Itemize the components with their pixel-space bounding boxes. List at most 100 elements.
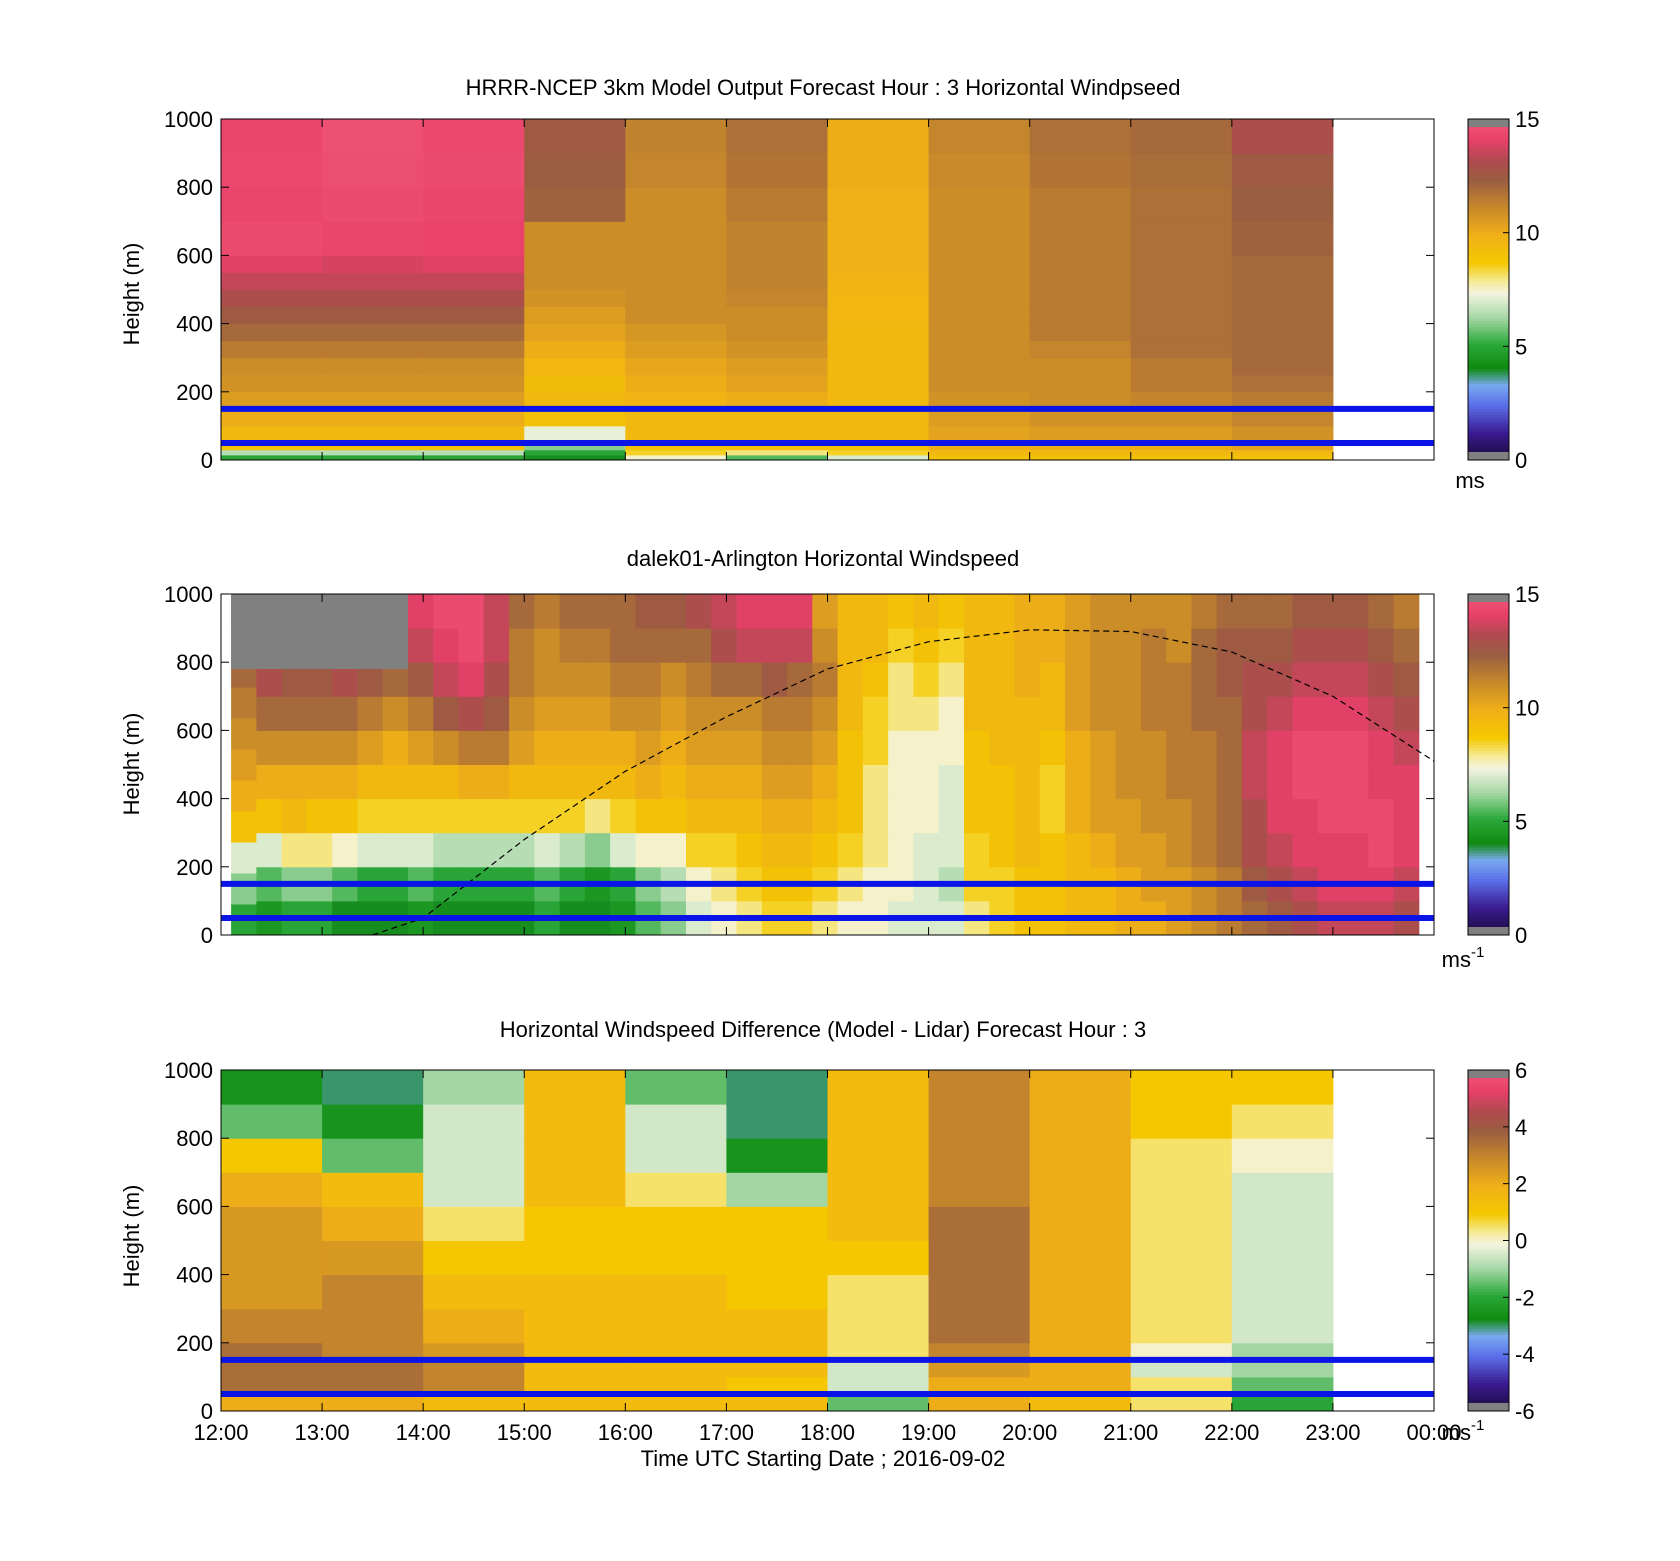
colorbar-swatch bbox=[1468, 1342, 1509, 1347]
colorbar-tick-label: 5 bbox=[1515, 809, 1527, 834]
heatmap-cell bbox=[726, 187, 828, 222]
colorbar-swatch bbox=[1468, 198, 1509, 202]
missing-data-region bbox=[231, 594, 409, 670]
colorbar-swatch bbox=[1468, 1089, 1509, 1094]
colorbar-swatch bbox=[1468, 827, 1509, 831]
heatmap-cell bbox=[1241, 662, 1268, 697]
heatmap-cell bbox=[610, 730, 636, 765]
heatmap-cell bbox=[423, 1376, 525, 1395]
colorbar-unit-label: ms bbox=[1455, 468, 1484, 493]
colorbar-swatch bbox=[1468, 238, 1509, 242]
heatmap-cell bbox=[989, 730, 1016, 765]
heatmap-cell bbox=[1292, 628, 1319, 663]
colorbar-swatch bbox=[1468, 1268, 1509, 1273]
colorbar-swatch bbox=[1468, 608, 1509, 612]
colorbar-swatch bbox=[1468, 346, 1509, 350]
heatmap-cell bbox=[1231, 119, 1334, 154]
colorbar-swatch bbox=[1468, 300, 1509, 305]
colorbar-swatch bbox=[1468, 889, 1509, 893]
heatmap-cell bbox=[827, 425, 930, 444]
heatmap-cell bbox=[221, 425, 323, 444]
heatmap-cell bbox=[928, 323, 1031, 342]
heatmap-cell bbox=[1231, 221, 1334, 256]
heatmap-cell bbox=[928, 391, 1031, 410]
heatmap-cell bbox=[660, 764, 687, 800]
heatmap-cell bbox=[332, 764, 358, 800]
heatmap-cell bbox=[1216, 662, 1243, 697]
heatmap-cell bbox=[1231, 1070, 1334, 1105]
colorbar-swatch bbox=[1468, 724, 1509, 729]
colorbar-swatch bbox=[1468, 915, 1509, 919]
colorbar-swatch bbox=[1468, 710, 1509, 714]
heatmap-cell bbox=[1140, 696, 1167, 731]
colorbar-swatch bbox=[1468, 909, 1509, 913]
heatmap-cell bbox=[726, 449, 828, 456]
heatmap-cell bbox=[1343, 764, 1369, 800]
heatmap-cell bbox=[1292, 832, 1319, 868]
heatmap-cell bbox=[1029, 1342, 1132, 1361]
heatmap-cell bbox=[989, 696, 1016, 731]
heatmap-cell bbox=[221, 187, 323, 222]
colorbar-swatch bbox=[1468, 684, 1509, 689]
heatmap-cell bbox=[913, 832, 940, 868]
heatmap-cell bbox=[913, 764, 940, 800]
heatmap-cell bbox=[322, 391, 424, 410]
heatmap-cell bbox=[423, 1206, 525, 1241]
colorbar-swatch bbox=[1468, 881, 1509, 885]
heatmap-cell bbox=[423, 391, 525, 410]
colorbar-swatch bbox=[1468, 696, 1509, 700]
heatmap-cell bbox=[1292, 730, 1319, 765]
heatmap-cell bbox=[1029, 340, 1132, 359]
x-tick-label: 12:00 bbox=[193, 1420, 248, 1445]
heatmap-cell bbox=[837, 798, 864, 834]
heatmap-cell bbox=[1014, 662, 1041, 697]
heatmap-cell bbox=[423, 289, 525, 308]
colorbar-swatch bbox=[1468, 232, 1509, 237]
heatmap-cell bbox=[726, 289, 828, 308]
heatmap-cell bbox=[423, 1240, 525, 1276]
heatmap-cell bbox=[1368, 798, 1395, 834]
heatmap-cell bbox=[1292, 662, 1319, 697]
heatmap-cell bbox=[1231, 454, 1334, 460]
y-tick-label: 600 bbox=[176, 718, 213, 743]
heatmap-area: 0 200 400 600 800 1000 bbox=[164, 582, 1435, 948]
colorbar-swatch bbox=[1468, 662, 1509, 666]
heatmap-cell bbox=[625, 306, 727, 325]
heatmap-cell bbox=[862, 764, 889, 800]
colorbar-swatch bbox=[1468, 1396, 1509, 1401]
colorbar-swatch bbox=[1468, 1234, 1509, 1239]
colorbar-swatch bbox=[1468, 602, 1509, 606]
heatmap-cell bbox=[231, 687, 257, 719]
colorbar-swatch bbox=[1468, 716, 1509, 720]
colorbar-swatch bbox=[1468, 224, 1509, 228]
colorbar-swatch bbox=[1468, 855, 1509, 859]
heatmap-cell bbox=[827, 1138, 930, 1173]
heatmap-cell bbox=[423, 323, 525, 342]
heatmap-cell bbox=[559, 662, 586, 697]
colorbar-swatch bbox=[1468, 1081, 1509, 1085]
colorbar-swatch bbox=[1468, 727, 1509, 731]
heatmap-cell bbox=[221, 1376, 323, 1395]
heatmap-cell bbox=[322, 442, 424, 451]
heatmap-cell bbox=[761, 628, 788, 663]
heatmap-cell bbox=[1090, 730, 1117, 765]
heatmap-cell bbox=[221, 1359, 323, 1378]
heatmap-cell bbox=[1115, 764, 1142, 800]
colorbar-swatch bbox=[1468, 1200, 1509, 1205]
heatmap-cell bbox=[1231, 1138, 1334, 1173]
colorbar-swatch bbox=[1468, 329, 1509, 333]
heatmap-cell bbox=[1317, 696, 1344, 731]
heatmap-cell bbox=[625, 1172, 727, 1207]
colorbar-swatch bbox=[1468, 235, 1509, 239]
heatmap-cell bbox=[625, 1070, 727, 1105]
colorbar-swatch bbox=[1468, 1328, 1509, 1332]
heatmap-cell bbox=[837, 730, 864, 765]
colorbar-tick-label: 0 bbox=[1515, 923, 1527, 948]
heatmap-cell bbox=[625, 1359, 727, 1378]
heatmap-cell bbox=[1191, 764, 1218, 800]
heatmap-cell bbox=[256, 832, 283, 868]
heatmap-cell bbox=[660, 798, 687, 834]
heatmap-cell bbox=[1039, 628, 1066, 663]
heatmap-cell bbox=[322, 272, 424, 290]
heatmap-cell bbox=[423, 454, 525, 460]
